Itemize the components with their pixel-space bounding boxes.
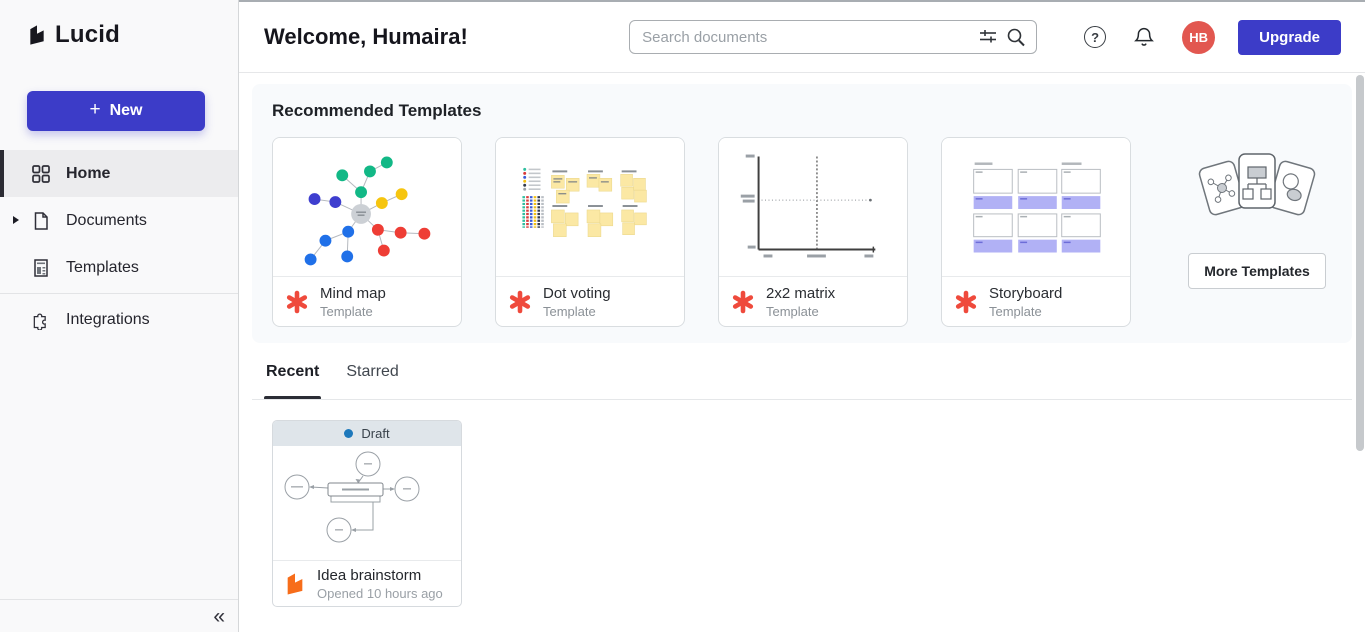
- recommended-templates-panel: Recommended Templates: [252, 84, 1352, 343]
- avatar-initials: HB: [1189, 29, 1209, 45]
- tabs-divider: [252, 399, 1352, 400]
- template-subtitle: Template: [989, 303, 1042, 319]
- template-title: Dot voting: [543, 285, 611, 303]
- top-header: Welcome, Humaira! ? HB Upgrade: [239, 0, 1365, 73]
- template-subtitle: Template: [766, 303, 819, 319]
- help-icon[interactable]: ?: [1084, 26, 1107, 48]
- lucid-logo-text: Lucid: [55, 21, 120, 48]
- sidebar-item-documents[interactable]: Documents: [0, 197, 238, 244]
- document-card-footer: Idea brainstorm Opened 10 hours ago: [273, 561, 461, 606]
- lucid-logo[interactable]: Lucid: [27, 21, 120, 49]
- sidebar-item-label: Integrations: [66, 310, 150, 328]
- notifications-bell-icon[interactable]: [1133, 26, 1155, 48]
- template-cards-row: Mind map Template: [272, 137, 1131, 327]
- lucidchart-logo-icon: [287, 572, 303, 595]
- document-title: Idea brainstorm: [317, 566, 422, 584]
- template-cards-fan-icon: [1198, 153, 1316, 216]
- home-grid-icon: [32, 164, 50, 183]
- puzzle-icon: [33, 313, 46, 330]
- sidebar-item-label: Templates: [66, 258, 139, 276]
- lucidspark-asterisk-icon: [509, 290, 531, 313]
- lucidspark-asterisk-icon: [286, 290, 308, 313]
- document-thumbnail: [273, 446, 461, 561]
- documents-tabs: Recent Starred: [264, 363, 401, 400]
- sidebar-collapse-button[interactable]: «: [0, 599, 238, 632]
- lucidspark-asterisk-icon: [955, 290, 977, 313]
- sidebar-divider: [0, 293, 238, 294]
- search-icon[interactable]: [1005, 26, 1027, 48]
- template-card-2x2-matrix[interactable]: 2x2 matrix Template: [718, 137, 908, 327]
- document-card-idea-brainstorm[interactable]: Draft: [272, 420, 462, 607]
- sidebar-item-templates[interactable]: Templates: [0, 244, 238, 291]
- sidebar-item-label: Home: [66, 164, 111, 182]
- template-card-mind-map[interactable]: Mind map Template: [272, 137, 462, 327]
- template-page-icon: [34, 258, 48, 277]
- sidebar-item-integrations[interactable]: Integrations: [0, 296, 238, 343]
- new-button-label: New: [109, 102, 143, 119]
- template-card-footer: Storyboard Template: [942, 277, 1130, 326]
- template-title: Storyboard: [989, 285, 1063, 303]
- filter-sliders-icon[interactable]: [977, 26, 999, 48]
- more-templates-button[interactable]: More Templates: [1188, 253, 1326, 289]
- lucid-logo-icon: [30, 25, 44, 45]
- main-area: Welcome, Humaira! ? HB Upgrade Recommend…: [239, 0, 1365, 632]
- sidebar-nav: Home Documents Templates Integrations: [0, 150, 238, 343]
- draft-status-dot: [344, 429, 354, 438]
- storyboard-thumbnail: [942, 138, 1130, 277]
- tab-starred[interactable]: Starred: [346, 363, 399, 380]
- template-subtitle: Template: [320, 303, 373, 319]
- matrix-thumbnail: [719, 138, 907, 277]
- draft-status-label: Draft: [361, 426, 390, 441]
- sidebar: Lucid + New Home Documents Templates: [0, 0, 239, 632]
- search-input[interactable]: [642, 28, 972, 46]
- draft-status-bar: Draft: [273, 421, 461, 446]
- upgrade-button[interactable]: Upgrade: [1238, 19, 1341, 55]
- template-card-footer: Mind map Template: [273, 277, 461, 326]
- plus-icon: +: [89, 99, 101, 120]
- collapse-chevrons-icon: «: [213, 604, 225, 628]
- template-title: 2x2 matrix: [766, 285, 836, 303]
- tab-recent[interactable]: Recent: [264, 363, 322, 400]
- welcome-title: Welcome, Humaira!: [264, 24, 468, 49]
- expand-caret-icon[interactable]: [13, 216, 19, 224]
- vertical-scrollbar-thumb[interactable]: [1356, 75, 1364, 451]
- avatar[interactable]: HB: [1182, 20, 1216, 54]
- document-opened-meta: Opened 10 hours ago: [317, 585, 443, 601]
- lucidspark-asterisk-icon: [732, 290, 754, 313]
- template-card-footer: Dot voting Template: [496, 277, 684, 326]
- template-card-storyboard[interactable]: Storyboard Template: [941, 137, 1131, 327]
- mind-map-thumbnail: [273, 138, 461, 277]
- document-icon: [34, 211, 48, 230]
- search-box[interactable]: [629, 20, 1038, 54]
- template-subtitle: Template: [543, 303, 596, 319]
- section-title: Recommended Templates: [272, 101, 482, 120]
- sidebar-item-label: Documents: [66, 211, 147, 229]
- template-card-dot-voting[interactable]: Dot voting Template: [495, 137, 685, 327]
- more-templates-block: More Templates: [1177, 142, 1337, 289]
- sidebar-item-home[interactable]: Home: [0, 150, 238, 197]
- help-glyph: ?: [1091, 29, 1100, 45]
- new-button[interactable]: + New: [27, 91, 205, 131]
- dot-voting-thumbnail: [496, 138, 684, 277]
- template-card-footer: 2x2 matrix Template: [719, 277, 907, 326]
- template-title: Mind map: [320, 285, 386, 303]
